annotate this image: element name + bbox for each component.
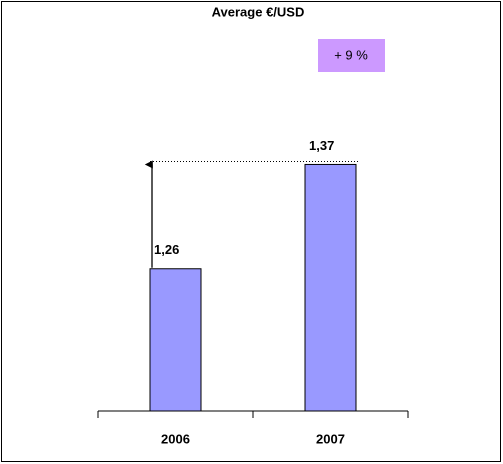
value-label: 1,26 xyxy=(154,242,179,257)
chart-title: Average €/USD xyxy=(212,4,305,19)
x-tick-label: 2006 xyxy=(161,431,190,446)
bar xyxy=(149,268,202,412)
x-tick-label: 2007 xyxy=(316,431,345,446)
bar xyxy=(304,163,357,412)
annotation-box xyxy=(318,39,385,72)
value-label: 1,37 xyxy=(309,138,334,153)
annotation: + 9 % xyxy=(334,47,368,62)
